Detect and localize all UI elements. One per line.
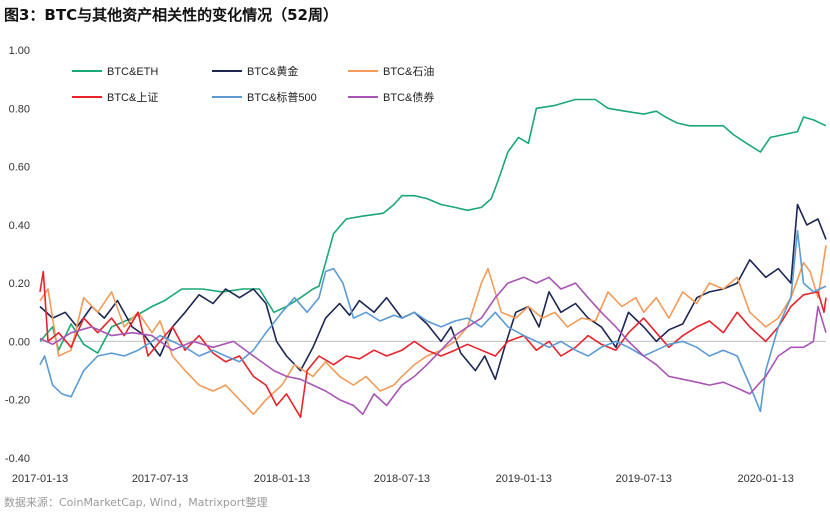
chart-title: 图3：BTC与其他资产相关性的变化情况（52周） [4,6,338,24]
series-line-4 [39,270,827,418]
x-tick-label: 2017-01-13 [12,473,68,485]
y-tick-label: 0.00 [9,336,30,348]
legend-label: BTC&上证 [107,91,158,104]
legend-label: BTC&黄金 [247,64,298,78]
legend-label: BTC&债券 [383,90,434,104]
series-line-6 [39,276,827,416]
source-note: 数据来源：CoinMarketCap, Wind，Matrixport整理 [4,496,268,509]
y-tick-label: 0.40 [9,220,30,232]
series-lines [39,98,827,418]
x-tick-label: 2019-01-13 [496,473,552,485]
legend-label: BTC&标普500 [247,90,317,104]
x-tick-label: 2018-07-13 [374,473,430,485]
series-line-3 [39,245,827,416]
y-axis: 1.00 0.80 0.60 0.40 0.20 0.00 -0.20 -0.40 [5,45,30,465]
y-tick-label: 0.60 [9,162,30,174]
series-line-5 [39,229,827,413]
legend-label: BTC&ETH [107,66,158,78]
x-tick-label: 2019-07-13 [616,473,672,485]
legend-label: BTC&石油 [383,64,434,78]
legend: BTC&ETH BTC&黄金 BTC&石油 BTC&上证 BTC&标普500 BTC&债券 [72,64,434,104]
x-tick-label: 2018-01-13 [254,473,310,485]
y-tick-label: 1.00 [9,45,30,57]
x-tick-label: 2020-01-13 [738,473,794,485]
y-tick-label: -0.20 [5,395,30,407]
y-tick-label: 0.20 [9,278,30,290]
series-line-1 [39,98,827,354]
y-tick-label: 0.80 [9,103,30,115]
y-tick-label: -0.40 [5,453,30,465]
x-axis: 2017-01-13 2017-07-13 2018-01-13 2018-07-13… [12,473,794,485]
x-tick-label: 2017-07-13 [132,473,188,485]
